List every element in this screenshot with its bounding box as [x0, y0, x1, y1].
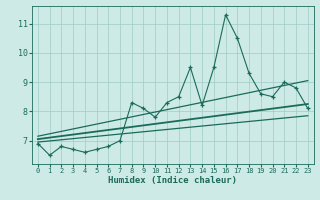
X-axis label: Humidex (Indice chaleur): Humidex (Indice chaleur)	[108, 176, 237, 185]
